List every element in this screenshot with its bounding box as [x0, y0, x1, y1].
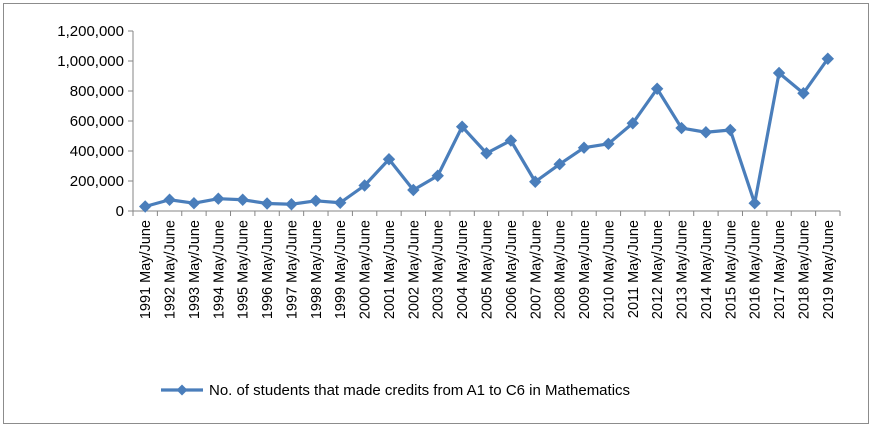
x-tick-label: 2008 May/June — [553, 220, 569, 319]
data-point — [772, 66, 786, 80]
data-point — [334, 196, 347, 209]
x-tick-label: 2017 May/June — [772, 220, 788, 319]
y-tick-label: 400,000 — [70, 143, 124, 160]
data-point — [626, 117, 639, 130]
x-tick-label: 1997 May/June — [284, 220, 300, 319]
data-point — [455, 120, 469, 133]
x-tick-label: 2014 May/June — [699, 220, 715, 319]
data-point — [602, 137, 615, 151]
data-point — [480, 147, 493, 160]
y-tick-label: 600,000 — [70, 113, 124, 130]
x-tick-label: 2005 May/June — [480, 220, 496, 319]
data-point — [309, 194, 323, 208]
x-tick-label: 2016 May/June — [748, 220, 764, 319]
y-tick-label: 1,200,000 — [57, 23, 124, 40]
x-tick-label: 1996 May/June — [260, 220, 276, 319]
data-point — [431, 169, 444, 182]
legend-marker-swatch — [176, 384, 188, 396]
series-line — [143, 57, 830, 209]
x-tick-label: 2007 May/June — [528, 220, 544, 319]
y-tick-label: 800,000 — [70, 83, 124, 100]
data-point — [699, 126, 713, 139]
data-point — [724, 123, 737, 137]
line-chart: 0 200,000 400,000 600,000 800,000 1,000,000 1,… — [57, 23, 841, 399]
y-tick-label: 200,000 — [70, 173, 124, 190]
x-tick-label: 1995 May/June — [236, 220, 252, 319]
x-tick-label: 2000 May/June — [358, 220, 374, 319]
data-point — [748, 196, 761, 210]
data-point — [577, 141, 591, 154]
y-tick-label: 0 — [116, 203, 124, 220]
data-point — [260, 197, 274, 210]
x-axis: 1991 May/June 1992 May/June 1993 May/June 1… — [132, 210, 841, 319]
y-tick-label: 1,000,000 — [57, 53, 124, 70]
data-point — [650, 82, 664, 95]
legend-label: No. of students that made credits from A… — [209, 382, 630, 399]
data-point — [821, 52, 835, 65]
chart-frame: 0 200,000 400,000 600,000 800,000 1,000,000 1,… — [3, 3, 869, 424]
legend: No. of students that made credits from A… — [161, 382, 630, 399]
x-tick-label: 2013 May/June — [675, 220, 691, 319]
data-point — [382, 153, 396, 166]
x-tick-label: 2006 May/June — [504, 220, 520, 319]
x-tick-label: 1992 May/June — [163, 220, 179, 319]
x-tick-label: 1991 May/June — [138, 220, 154, 319]
x-tick-label: 2010 May/June — [601, 220, 617, 319]
data-point — [138, 200, 152, 213]
data-point — [407, 183, 420, 197]
series-layer — [138, 52, 835, 213]
x-tick-label: 1999 May/June — [333, 220, 349, 319]
data-point — [529, 175, 542, 188]
data-point — [163, 193, 176, 206]
x-tick-label: 1994 May/June — [211, 220, 227, 319]
x-tick-label: 2015 May/June — [723, 220, 739, 319]
data-point — [553, 157, 566, 171]
x-tick-label: 1998 May/June — [309, 220, 325, 319]
x-tick-label: 2002 May/June — [406, 220, 422, 319]
y-axis: 0 200,000 400,000 600,000 800,000 1,000,000 1,… — [57, 23, 134, 220]
data-point — [212, 192, 225, 205]
x-tick-label: 2019 May/June — [821, 220, 837, 319]
x-tick-label: 2011 May/June — [626, 220, 642, 318]
data-point — [285, 198, 298, 211]
data-point — [797, 87, 810, 100]
x-tick-label: 2018 May/June — [796, 220, 812, 319]
x-tick-label: 2003 May/June — [431, 220, 447, 319]
x-tick-label: 2004 May/June — [455, 220, 471, 319]
x-tick-label: 2009 May/June — [577, 220, 593, 319]
x-tick-label: 2001 May/June — [382, 220, 398, 319]
data-point — [358, 179, 371, 192]
data-point — [675, 121, 688, 135]
x-tick-label: 2012 May/June — [650, 220, 666, 319]
data-point — [504, 134, 518, 147]
data-point — [236, 193, 249, 206]
x-tick-label: 1993 May/June — [187, 220, 203, 319]
data-point — [187, 196, 201, 210]
